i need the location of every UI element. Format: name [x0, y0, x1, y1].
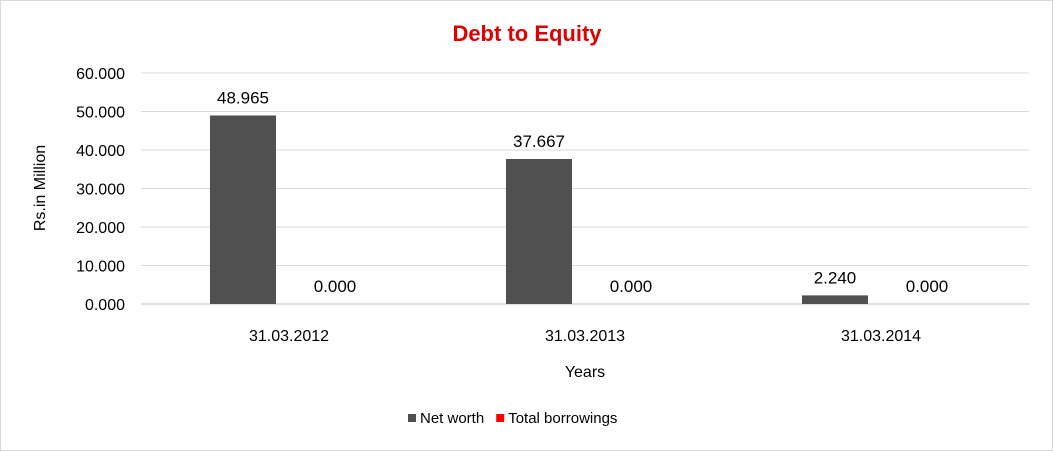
- y-tick-label: 10.000: [76, 259, 125, 276]
- bar: [506, 158, 572, 304]
- x-tick-label: 31.03.2012: [249, 328, 329, 345]
- x-tick-label: 31.03.2013: [545, 328, 625, 345]
- x-axis-ticks: 31.03.2012 31.03.2013 31.03.2014: [249, 328, 921, 345]
- legend-swatch: [408, 414, 416, 422]
- x-axis-title: Years: [565, 364, 605, 381]
- y-tick-label: 30.000: [76, 182, 125, 199]
- y-tick-label: 0.000: [85, 297, 125, 314]
- bars: [210, 115, 868, 305]
- legend-label: Total borrowings: [508, 410, 617, 427]
- y-axis-title: Rs.in Million: [32, 145, 49, 231]
- gridlines: [141, 72, 1029, 305]
- bar-data-label: 2.240: [814, 268, 857, 287]
- bar: [802, 295, 868, 304]
- y-axis-ticks: 0.000 10.000 20.000 30.000 40.000 50.000 60.00…: [76, 66, 125, 314]
- legend-label: Net worth: [420, 410, 484, 427]
- y-tick-label: 20.000: [76, 220, 125, 237]
- data-labels: 48.965 0.000 37.667 0.000 2.240 0.000: [217, 88, 948, 296]
- legend-swatch: [496, 414, 505, 422]
- y-tick-label: 40.000: [76, 143, 125, 160]
- chart-title: Debt to Equity: [452, 21, 602, 46]
- bar-data-label: 0.000: [906, 277, 949, 296]
- bar-data-label: 0.000: [610, 277, 653, 296]
- y-tick-label: 60.000: [76, 66, 125, 83]
- bar-data-label: 0.000: [314, 277, 357, 296]
- bar-data-label: 48.965: [217, 88, 269, 107]
- bar-data-label: 37.667: [513, 132, 565, 151]
- legend: Net worth Total borrowings: [408, 410, 617, 427]
- bar: [210, 115, 276, 305]
- y-tick-label: 50.000: [76, 105, 125, 122]
- x-tick-label: 31.03.2014: [841, 328, 921, 345]
